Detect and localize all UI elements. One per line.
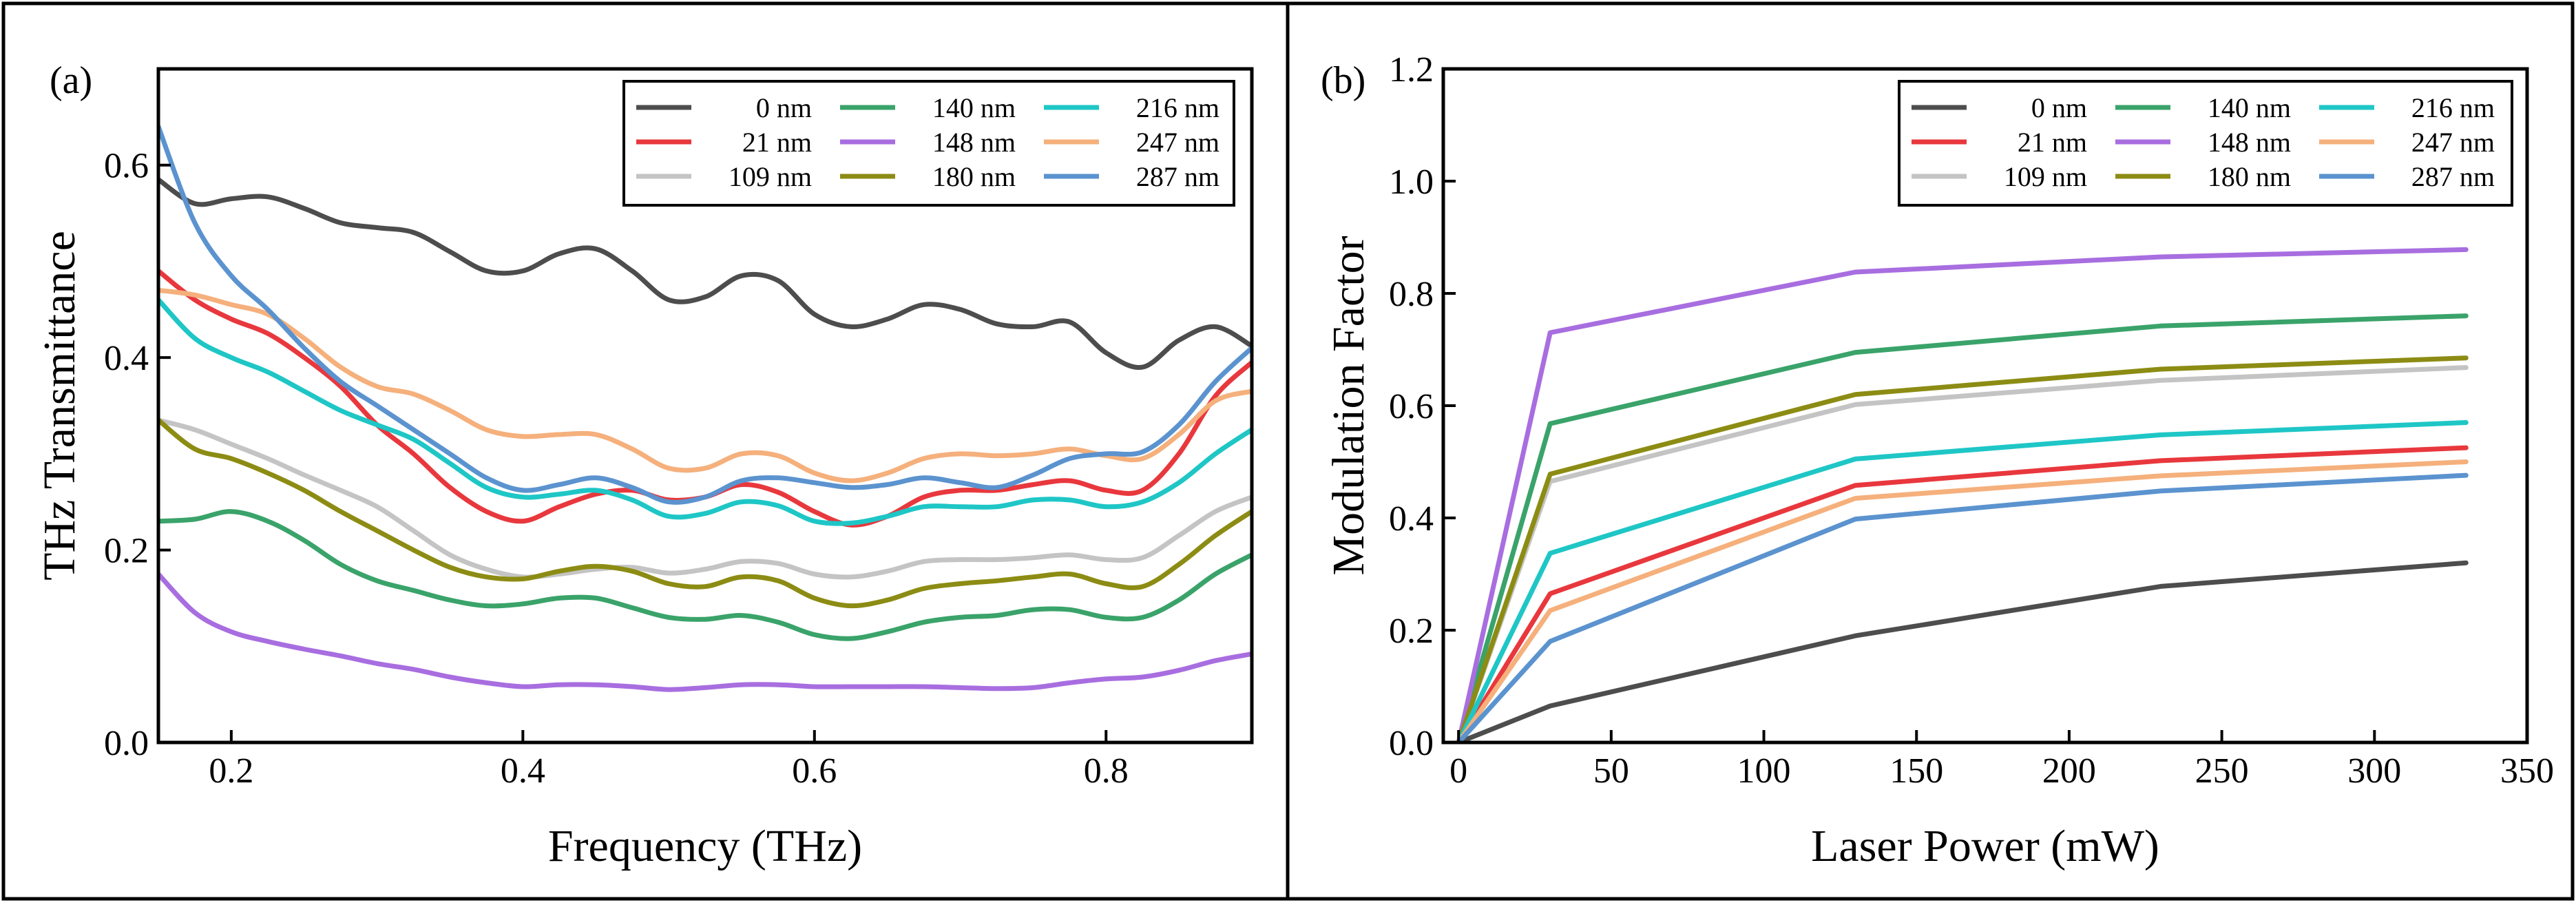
panel-a-plot-frame <box>156 67 1254 745</box>
panel-a-series-148-nm <box>158 572 1252 692</box>
panel-a-series-21-nm <box>158 268 1252 528</box>
panel-a-y-tick-label: 0.6 <box>104 147 149 186</box>
panel-b-legend: 0 nm 140 nm 216 nm 21 nm 148 nm 247 nm 109 nm 1… <box>1898 80 2513 207</box>
panel-a-x-tick-label: 0.8 <box>1084 751 1129 791</box>
panel-b-legend-box <box>1898 80 2513 207</box>
panel-a-series-247-nm <box>158 287 1252 483</box>
panel-b-y-tick-label: 0.0 <box>1389 724 1434 763</box>
panel-b-series-109-nm <box>1456 365 2469 742</box>
panel-b-chart: 0 50 100 150 200 250 300 350 0.0 0.2 0.4 0.6 0.8 1.0 1… <box>1321 50 2554 871</box>
panel-a-legend-label-0-nm: 0 nm <box>756 92 812 123</box>
panel-b-legend-label-0-nm: 0 nm <box>2031 92 2087 123</box>
panel-a-ticks: 0.2 0.4 0.6 0.8 0.0 0.2 0.4 0.6 <box>104 147 1129 791</box>
panel-a-series-216-nm <box>158 297 1252 526</box>
panel-a-series-0-nm <box>158 177 1252 371</box>
panel-a-legend-label-21-nm: 21 nm <box>742 127 812 158</box>
panel-b-x-tick-label: 250 <box>2195 751 2249 791</box>
panel-a-series-109-nm <box>158 417 1252 580</box>
panel-a-chart: 0.2 0.4 0.6 0.8 0.0 0.2 0.4 0.6 (a) Frequency (… <box>34 59 1254 871</box>
panel-b-series-148-nm <box>1456 247 2469 742</box>
panel-b-series-0-nm <box>1456 560 2469 742</box>
panel-a-x-tick-label: 0.6 <box>792 751 837 791</box>
panel-b-y-tick-label: 0.8 <box>1389 275 1434 314</box>
panel-b-y-tick-label: 1.0 <box>1389 163 1434 202</box>
panel-b-x-tick-label: 350 <box>2500 751 2554 791</box>
panel-b-ticks: 0 50 100 150 200 250 300 350 0.0 0.2 0.4 0.6 0.8 1.0 1… <box>1389 50 2554 791</box>
panel-b-series-247-nm <box>1456 459 2469 742</box>
panel-b-series-21-nm <box>1456 445 2469 742</box>
panel-a-x-tick-label: 0.2 <box>209 751 253 791</box>
panel-a-legend: 0 nm 140 nm 216 nm 21 nm 148 nm 247 nm 109 nm 1… <box>622 80 1235 207</box>
panel-a-series-180-nm <box>158 417 1252 609</box>
panel-a-y-tick-label: 0.2 <box>104 532 149 571</box>
panel-b-y-tick-label: 0.6 <box>1389 387 1434 426</box>
panel-b-x-tick-label: 300 <box>2347 751 2401 791</box>
panel-b-legend-label-216-nm: 216 nm <box>2411 92 2495 123</box>
panel-b-series-group <box>1456 247 2469 742</box>
panel-b-legend-label-140-nm: 140 nm <box>2208 92 2291 123</box>
panel-b-x-tick-label: 200 <box>2042 751 2096 791</box>
panel-b-x-axis-title: Laser Power (mW) <box>1811 821 2159 871</box>
panel-b-legend-label-148-nm: 148 nm <box>2208 127 2291 158</box>
panel-a-legend-label-180-nm: 180 nm <box>932 161 1016 192</box>
panel-b-series-287-nm <box>1456 472 2469 742</box>
panel-a-y-tick-label: 0.0 <box>104 724 149 763</box>
panel-b-label: (b) <box>1321 59 1365 102</box>
panel-b-series-216-nm <box>1456 420 2469 742</box>
panel-b-series-180-nm <box>1456 355 2469 742</box>
panel-b-legend-label-180-nm: 180 nm <box>2208 161 2291 192</box>
panel-a-label: (a) <box>50 59 92 102</box>
panel-a-legend-label-216-nm: 216 nm <box>1136 92 1219 123</box>
panel-b-x-tick-label: 100 <box>1737 751 1791 791</box>
panel-a-legend-label-109-nm: 109 nm <box>729 161 812 192</box>
panel-a-legend-label-247-nm: 247 nm <box>1136 127 1219 158</box>
panel-a-legend-label-287-nm: 287 nm <box>1136 161 1219 192</box>
panel-a-legend-box <box>622 80 1235 207</box>
panel-a-legend-label-140-nm: 140 nm <box>932 92 1016 123</box>
panel-b-legend-label-247-nm: 247 nm <box>2411 127 2495 158</box>
panel-a-x-tick-label: 0.4 <box>501 751 545 791</box>
panel-b-legend-label-109-nm: 109 nm <box>2004 161 2087 192</box>
panel-b-y-tick-label: 1.2 <box>1389 50 1434 90</box>
panel-b-x-tick-label: 0 <box>1449 751 1467 791</box>
panel-a-legend-label-148-nm: 148 nm <box>932 127 1016 158</box>
panel-a-x-axis-title: Frequency (THz) <box>548 821 862 871</box>
panel-a-series-140-nm <box>158 509 1252 641</box>
panel-a-series-287-nm <box>158 124 1252 505</box>
panel-a-series-group <box>158 124 1252 692</box>
panel-b-y-tick-label: 0.2 <box>1389 612 1434 651</box>
panel-a-y-tick-label: 0.4 <box>104 339 149 378</box>
panel-b-y-tick-label: 0.4 <box>1389 499 1434 539</box>
panel-b-legend-label-287-nm: 287 nm <box>2411 161 2495 192</box>
panel-b-legend-label-21-nm: 21 nm <box>2018 127 2087 158</box>
panel-b-y-axis-title: Modulation Factor <box>1323 236 1374 575</box>
panel-b-series-140-nm <box>1456 313 2469 742</box>
panel-a-y-axis-title: THz Transmittance <box>34 231 85 581</box>
panel-b-x-tick-label: 150 <box>1889 751 1943 791</box>
panel-b-x-tick-label: 50 <box>1593 751 1629 791</box>
